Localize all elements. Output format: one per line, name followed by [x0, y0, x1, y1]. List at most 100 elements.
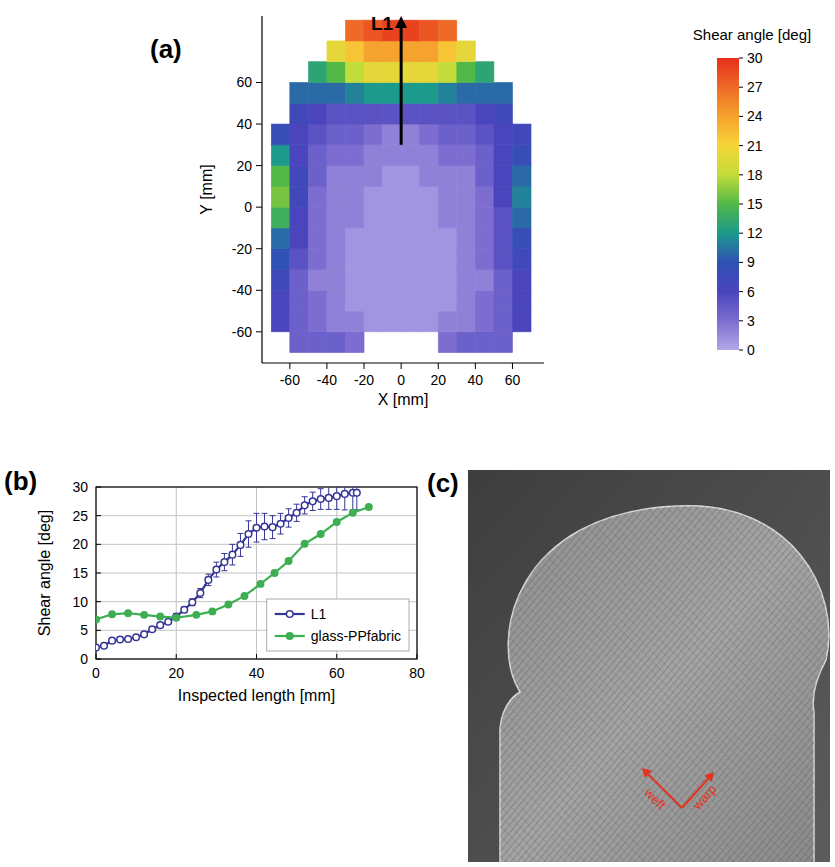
x-tick-label: 20 [168, 665, 184, 681]
y-tick-label: 0 [244, 199, 252, 215]
colorbar-tick [739, 233, 743, 234]
heatmap-cell [438, 20, 457, 41]
data-point [205, 577, 212, 584]
y-tick [256, 207, 262, 208]
y-tick [96, 515, 101, 516]
colorbar-tick-label: 27 [747, 79, 763, 95]
heatmap-cell [290, 207, 309, 228]
error-bar [310, 492, 316, 510]
heatmap-cell [475, 311, 494, 332]
heatmap-cell [438, 249, 457, 270]
heatmap-cell [512, 290, 531, 311]
heatmap-cell [290, 124, 309, 145]
y-axis-title: Shear angle [deg] [36, 510, 53, 636]
heatmap-cell [438, 186, 457, 207]
heatmap-cell [475, 62, 494, 83]
heatmap-cell [383, 249, 402, 270]
colorbar-tick-label: 18 [747, 167, 763, 183]
data-point [109, 611, 115, 617]
heatmap-cell [383, 145, 402, 166]
heatmap-cell [308, 269, 327, 290]
data-point [173, 615, 179, 621]
error-bar [229, 544, 235, 565]
heatmap-cell [438, 290, 457, 311]
heatmap-cell [438, 166, 457, 187]
heatmap-cell [420, 207, 439, 228]
heatmap-cell [327, 311, 346, 332]
colorbar-tick [739, 58, 743, 59]
annotation-label: L1 [371, 13, 394, 34]
heatmap-cell [383, 82, 402, 103]
colorbar-tick [739, 116, 743, 117]
data-point [125, 610, 131, 616]
error-bar-cap [205, 585, 211, 586]
colorbar-tick [739, 145, 743, 146]
heatmap-cell [438, 332, 457, 353]
heatmap-cell [438, 41, 457, 62]
y-axis-line [261, 16, 262, 363]
error-bar-cap [334, 509, 340, 510]
colorbar-tick [739, 204, 743, 205]
heatmap-cell [438, 145, 457, 166]
y-tick-label: 5 [80, 622, 88, 638]
y-tick-label: 20 [236, 158, 252, 174]
x-tick-label: 60 [505, 372, 521, 388]
error-bar-cap [294, 521, 300, 522]
data-point [157, 613, 163, 619]
heatmap-cell [512, 249, 531, 270]
x-tick [512, 363, 513, 369]
error-bar-cap [286, 508, 292, 509]
x-tick [256, 654, 257, 659]
y-tick [256, 248, 262, 249]
x-tick-label: 80 [409, 665, 425, 681]
data-point [317, 496, 324, 503]
heatmap-cell [457, 332, 476, 353]
heatmap-cell [512, 228, 531, 249]
error-bar-cap [262, 513, 268, 514]
x-axis-title: Inspected length [mm] [178, 687, 335, 704]
heatmap-cell [475, 166, 494, 187]
heatmap-cell [345, 124, 364, 145]
error-bar-cap [278, 513, 284, 514]
heatmap-cell [308, 290, 327, 311]
heatmap-cell [271, 228, 290, 249]
colorbar-tick-label: 0 [747, 342, 755, 358]
error-bar [334, 487, 340, 509]
legend-label: L1 [311, 606, 327, 622]
heatmap-cell [364, 269, 383, 290]
heatmap-cells [271, 20, 531, 352]
error-bar [302, 497, 308, 514]
heatmap-cell [494, 186, 513, 207]
heatmap-cell [457, 311, 476, 332]
data-point [241, 593, 247, 599]
heatmap-cell [345, 41, 364, 62]
y-tick [256, 82, 262, 83]
colorbar-tick-label: 21 [747, 138, 763, 154]
heatmap-cell [327, 186, 346, 207]
panel-label: (a) [150, 34, 182, 64]
y-tick-label: 0 [80, 651, 88, 667]
heatmap-cell [512, 311, 531, 332]
heatmap-cell [420, 166, 439, 187]
heatmap-cell [308, 166, 327, 187]
x-tick-label: -60 [280, 372, 300, 388]
data-point [237, 542, 244, 549]
heatmap-cell [457, 228, 476, 249]
heatmap-cell [457, 103, 476, 124]
data-point [149, 626, 156, 633]
error-bar-cap [310, 510, 316, 511]
grid-line-y [96, 573, 417, 574]
photo-label: warp [689, 781, 720, 813]
data-point [245, 531, 252, 538]
error-bar-cap [286, 527, 292, 528]
data-point [334, 519, 340, 525]
heatmap-cell [327, 290, 346, 311]
data-point [269, 524, 276, 531]
x-tick-label: 40 [249, 665, 265, 681]
data-point [101, 643, 108, 650]
data-point [261, 523, 268, 530]
heatmap-cell [494, 82, 513, 103]
data-point [165, 618, 172, 625]
error-bar-cap [205, 574, 211, 575]
heatmap-cell [438, 228, 457, 249]
